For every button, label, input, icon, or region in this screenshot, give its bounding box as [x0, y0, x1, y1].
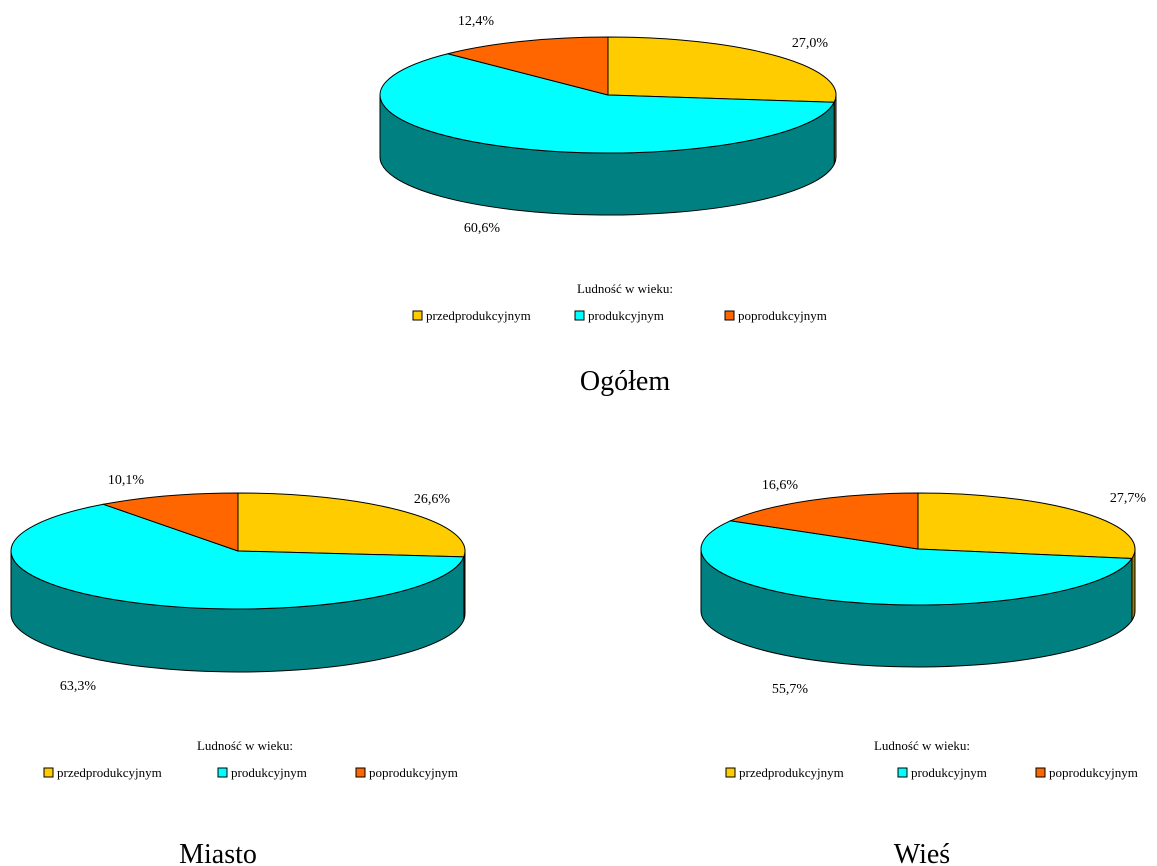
legend-swatch-produkcyjnym	[217, 767, 228, 778]
data-label-przedprodukcyjnym: 27,7%	[1110, 491, 1147, 506]
legend: Ludność w wieku: przedprodukcyjnym produkc…	[725, 738, 1138, 780]
pie-chart-2: 26,6% 63,3% 10,1% Ludność w wieku: przedprod…	[10, 473, 466, 866]
legend-label-produkcyjnym: produkcyjnym	[231, 765, 307, 780]
legend-label-przedprodukcyjnym: przedprodukcyjnym	[57, 765, 162, 780]
data-label-przedprodukcyjnym: 27,0%	[792, 36, 829, 51]
legend-swatch-przedprodukcyjnym	[43, 767, 54, 778]
legend-label-poprodukcyjnym: poprodukcyjnym	[738, 308, 827, 323]
legend-swatch-poprodukcyjnym	[355, 767, 366, 778]
legend-label-przedprodukcyjnym: przedprodukcyjnym	[426, 308, 531, 323]
legend-swatch-przedprodukcyjnym	[412, 310, 423, 321]
data-label-przedprodukcyjnym: 26,6%	[414, 492, 451, 507]
legend-swatch-produkcyjnym	[897, 767, 908, 778]
legend: Ludność w wieku: przedprodukcyjnym produkc…	[412, 281, 827, 323]
legend-swatch-poprodukcyjnym	[724, 310, 735, 321]
legend-swatch-przedprodukcyjnym	[725, 767, 736, 778]
legend-label-poprodukcyjnym: poprodukcyjnym	[369, 765, 458, 780]
chart-caption: Miasto	[179, 839, 257, 866]
data-label-poprodukcyjnym: 10,1%	[108, 473, 145, 488]
legend-label-produkcyjnym: produkcyjnym	[911, 765, 987, 780]
pie-slice-przedprodukcyjnym	[917, 492, 1136, 559]
legend-label-produkcyjnym: produkcyjnym	[588, 308, 664, 323]
legend-label-przedprodukcyjnym: przedprodukcyjnym	[739, 765, 844, 780]
data-label-produkcyjnym: 63,3%	[60, 679, 97, 694]
pie-slice-produkcyjnym	[700, 520, 1133, 606]
data-label-poprodukcyjnym: 12,4%	[458, 14, 495, 29]
pie-slice-poprodukcyjnym	[447, 36, 609, 96]
pie-slice-przedprodukcyjnym	[607, 36, 837, 103]
pie-slice-przedprodukcyjnym	[237, 492, 466, 558]
chart-caption: Wieś	[894, 839, 950, 866]
chart-caption: Ogółem	[580, 366, 670, 397]
legend-swatch-produkcyjnym	[574, 310, 585, 321]
pie-chart-1: 27,0% 60,6% 12,4% Ludność w wieku: przedprod…	[379, 14, 837, 397]
pie-chart-3: 27,7% 55,7% 16,6% Ludność w wieku: przedprod…	[700, 478, 1147, 866]
data-label-poprodukcyjnym: 16,6%	[762, 478, 799, 493]
pie-slice-poprodukcyjnym	[101, 492, 239, 552]
pie-slice-produkcyjnym	[379, 53, 836, 154]
pie-slice-poprodukcyjnym	[728, 492, 919, 550]
data-label-produkcyjnym: 55,7%	[772, 682, 809, 697]
legend-label-poprodukcyjnym: poprodukcyjnym	[1049, 765, 1138, 780]
legend-title: Ludność w wieku:	[874, 738, 970, 753]
legend-title: Ludność w wieku:	[197, 738, 293, 753]
pie-slice-produkcyjnym	[10, 503, 465, 610]
legend: Ludność w wieku: przedprodukcyjnym produkc…	[43, 738, 458, 780]
legend-swatch-poprodukcyjnym	[1035, 767, 1046, 778]
legend-title: Ludność w wieku:	[577, 281, 673, 296]
data-label-produkcyjnym: 60,6%	[464, 221, 501, 236]
